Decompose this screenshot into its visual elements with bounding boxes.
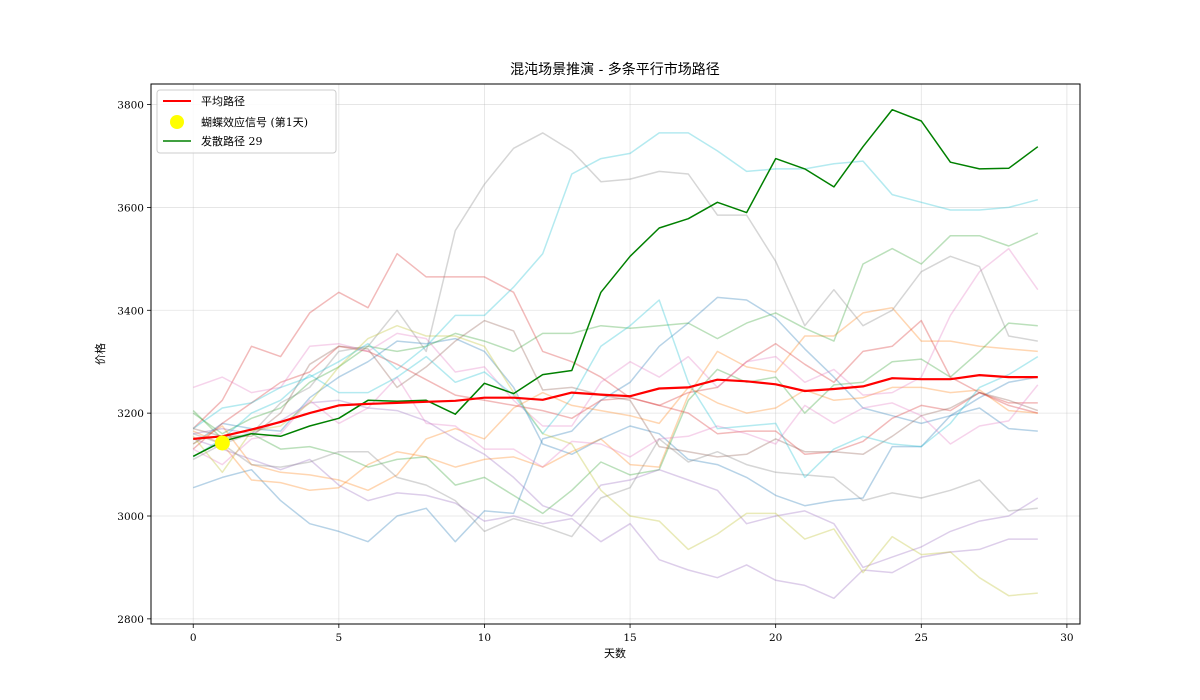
legend-box — [156, 89, 337, 154]
plot-frame — [150, 83, 1081, 625]
marker-layer — [214, 435, 230, 451]
ticks-layer: 0 5 10 15 20 25 30 2800 3000 3200 3400 3600 3800 — [117, 100, 1073, 644]
background-path-line-10 — [193, 399, 1039, 569]
y-axis-label: 价格 — [93, 343, 107, 365]
background-path-line-1 — [192, 296, 1038, 543]
divergent-path-29-line — [192, 108, 1039, 457]
background-paths — [192, 132, 1039, 600]
legend-swatch-butterfly-signal — [170, 115, 184, 129]
background-path-line-7 — [192, 252, 1038, 430]
background-path-line-5 — [192, 322, 1038, 515]
y-tick-label: 3600 — [117, 202, 144, 214]
highlighted-paths — [192, 108, 1039, 457]
legend: 平均路径 蝴蝶效应信号 (第1天) 发散路径 29 — [156, 89, 337, 154]
butterfly-signal-marker — [214, 435, 230, 451]
y-tick-label: 2800 — [117, 614, 144, 626]
background-path-line-9 — [192, 438, 1038, 600]
background-path-line-17 — [192, 132, 1038, 430]
background-path-line-18 — [192, 299, 1039, 479]
y-tick-label: 3000 — [117, 511, 144, 523]
x-tick-label: 5 — [335, 632, 342, 644]
legend-label-divergent-path: 发散路径 29 — [201, 134, 263, 148]
x-tick-label: 30 — [1060, 632, 1073, 644]
y-tick-label: 3400 — [117, 305, 144, 317]
x-tick-label: 20 — [769, 632, 782, 644]
background-path-line-2 — [192, 337, 1038, 507]
x-tick-label: 15 — [623, 632, 636, 644]
grid-layer — [151, 84, 1080, 624]
y-tick-label: 3200 — [117, 408, 144, 420]
x-tick-label: 25 — [915, 632, 928, 644]
background-path-line-6 — [192, 232, 1039, 435]
x-axis-label: 天数 — [604, 647, 626, 660]
background-path-line-15 — [192, 432, 1038, 538]
background-path-line-14 — [192, 132, 1038, 461]
legend-label-butterfly-signal: 蝴蝶效应信号 (第1天) — [201, 115, 308, 129]
background-path-line-12 — [192, 247, 1039, 427]
legend-label-mean-path: 平均路径 — [201, 95, 245, 108]
mean-path-line — [193, 374, 1038, 440]
background-path-line-3 — [192, 306, 1038, 492]
background-path-line-16 — [192, 324, 1038, 597]
x-tick-label: 0 — [190, 632, 197, 644]
background-path-line-11 — [193, 319, 1039, 458]
x-tick-label: 10 — [478, 632, 491, 644]
chart-title: 混沌场景推演 - 多条平行市场路径 — [510, 61, 720, 78]
y-tick-label: 3800 — [117, 100, 144, 112]
background-path-line-8 — [192, 345, 1038, 456]
background-path-line-4 — [192, 386, 1038, 492]
